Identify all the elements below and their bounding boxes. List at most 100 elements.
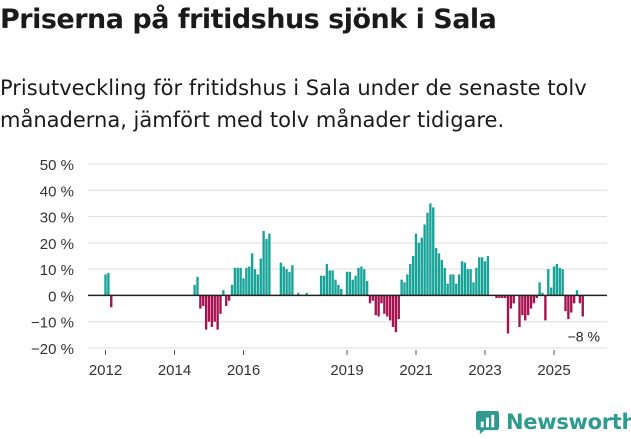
- bar: [518, 295, 521, 327]
- bar: [544, 295, 547, 321]
- bar: [107, 273, 110, 296]
- bar: [480, 257, 484, 296]
- bar: [466, 269, 469, 296]
- bar: [406, 274, 409, 296]
- chart-title: Priserna på fritidshus sjönk i Sala: [0, 4, 497, 35]
- bar: [575, 290, 579, 296]
- bar: [202, 295, 205, 306]
- bar: [400, 279, 403, 296]
- bar: [558, 267, 561, 296]
- bar: [388, 295, 392, 321]
- bar: [572, 295, 576, 304]
- bar: [288, 271, 291, 296]
- bar: [351, 279, 354, 296]
- bar: [104, 274, 107, 296]
- bar: [409, 263, 412, 296]
- bar: [440, 259, 444, 296]
- y-tick-label: 0 %: [48, 288, 74, 305]
- bar: [452, 274, 455, 296]
- bar: [354, 275, 357, 296]
- bar: [291, 265, 294, 296]
- bar: [262, 231, 265, 296]
- x-tick-label: 2023: [468, 362, 501, 379]
- bar: [279, 262, 283, 296]
- x-tick-label: 2025: [537, 362, 570, 379]
- bar: [535, 295, 538, 299]
- bar: [222, 290, 225, 296]
- bar: [498, 295, 501, 299]
- annotation-label: −8 %: [568, 328, 600, 344]
- bar: [371, 295, 375, 301]
- bar: [501, 295, 504, 299]
- bar: [567, 295, 570, 320]
- bar: [437, 253, 441, 296]
- bar: [239, 267, 242, 296]
- bar: [334, 279, 337, 296]
- bar: [193, 284, 196, 296]
- bar: [423, 224, 426, 296]
- bar: [503, 295, 507, 299]
- bar: [250, 253, 254, 296]
- bar: [432, 207, 435, 296]
- y-tick-label: −20 %: [31, 341, 74, 358]
- bar: [524, 295, 527, 321]
- bar: [225, 295, 228, 306]
- bar: [374, 295, 377, 316]
- bar: [521, 295, 524, 316]
- bar: [207, 295, 211, 322]
- bar: [434, 248, 438, 296]
- bar: [506, 295, 510, 334]
- x-axis: 2012 2014 2016 2019 2021 2023 2025: [88, 294, 607, 379]
- bars: [104, 203, 584, 334]
- bar: [365, 280, 369, 296]
- bar: [486, 256, 490, 296]
- newsworthy-brand[interactable]: Newsworthy: [476, 405, 631, 439]
- bar: [417, 242, 421, 296]
- bar: [475, 267, 478, 296]
- bar: [199, 295, 202, 309]
- annotation: −8 %: [568, 328, 600, 344]
- bar: [360, 266, 363, 296]
- bar: [570, 295, 573, 313]
- bar: [204, 295, 208, 330]
- x-tick-label: 2019: [330, 362, 363, 379]
- chart-subtitle: Prisutveckling för fritidshus i Sala und…: [0, 76, 587, 132]
- y-tick-label: 30 %: [40, 210, 74, 227]
- bar: [397, 295, 400, 320]
- bar: [322, 275, 326, 296]
- bar: [319, 275, 323, 296]
- bar: [469, 269, 472, 296]
- bar: [328, 270, 331, 296]
- bar: [549, 287, 553, 296]
- bar: [216, 295, 219, 330]
- y-tick-label: 40 %: [40, 183, 74, 200]
- bar: [457, 274, 461, 296]
- bar: [210, 295, 214, 327]
- bar: [403, 282, 406, 296]
- bar: [564, 295, 567, 312]
- bar: [555, 263, 559, 296]
- bar: [377, 295, 380, 317]
- bar: [268, 233, 271, 296]
- y-tick-label: 50 %: [40, 157, 74, 174]
- bar: [478, 257, 481, 296]
- gridlines: [88, 163, 607, 349]
- bar: [420, 237, 423, 296]
- bar: [455, 283, 458, 296]
- y-tick-label: 10 %: [40, 262, 74, 279]
- bar: [529, 295, 533, 309]
- bar: [348, 271, 352, 296]
- bar: [196, 277, 199, 296]
- bar: [236, 267, 239, 296]
- bar: [509, 295, 513, 309]
- bar: [394, 295, 398, 333]
- bar: [414, 233, 418, 296]
- bar: [227, 295, 231, 301]
- bar: [380, 295, 383, 304]
- x-tick-label: 2016: [227, 362, 260, 379]
- bar: [446, 283, 449, 296]
- bar: [386, 295, 389, 317]
- bar: [345, 271, 349, 296]
- bar: [248, 266, 251, 296]
- x-tick-label: 2021: [399, 362, 432, 379]
